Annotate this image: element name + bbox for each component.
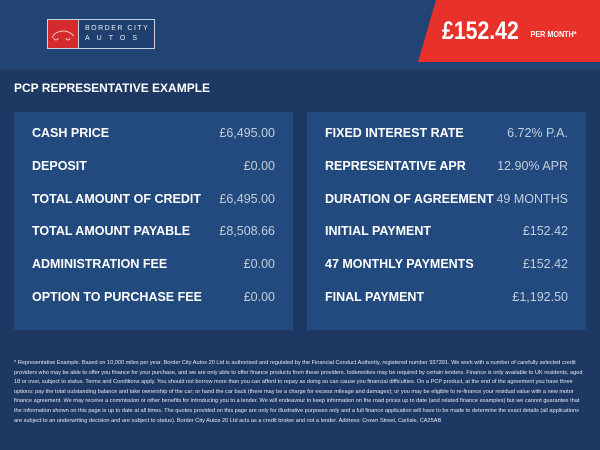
row-value: 6.72% P.A.: [507, 126, 568, 140]
row-value: 12.90% APR: [497, 158, 568, 173]
per-month-label: PER MONTH*: [530, 29, 577, 39]
row-value: £6,495.00: [219, 126, 275, 140]
row-value: £0.00: [243, 257, 275, 272]
row-label: CASH PRICE: [32, 126, 110, 140]
row-label: DURATION OF AGREEMENT: [325, 191, 494, 206]
section-title: PCP REPRESENTATIVE EXAMPLE: [14, 81, 211, 95]
footnote: * Representative Example. Based on 10,00…: [14, 360, 583, 424]
finance-row: REPRESENTATIVE APR 12.90% APR: [325, 159, 568, 192]
monthly-price-banner: £152.42 PER MONTH*: [418, 0, 600, 62]
logo-text-line2: AUTOS: [85, 35, 144, 42]
finance-row: DURATION OF AGREEMENT 49 MONTHS: [325, 192, 568, 225]
row-label: OPTION TO PURCHASE FEE: [32, 289, 202, 304]
finance-row: TOTAL AMOUNT PAYABLE £8,508.66: [32, 224, 275, 257]
row-value: £152.42: [522, 257, 568, 272]
finance-row: OPTION TO PURCHASE FEE £0.00: [32, 290, 275, 323]
finance-row: FINAL PAYMENT £1,192.50: [325, 290, 568, 323]
row-value: £0.00: [243, 289, 275, 304]
row-label: TOTAL AMOUNT OF CREDIT: [32, 191, 201, 206]
finance-row: FIXED INTEREST RATE 6.72% P.A.: [325, 126, 568, 159]
row-value: £152.42: [522, 224, 568, 239]
row-label: 47 MONTHLY PAYMENTS: [325, 257, 474, 272]
row-label: ADMINISTRATION FEE: [32, 257, 168, 272]
logo[interactable]: BORDER CITY AUTOS: [47, 19, 155, 49]
row-value: £1,192.50: [512, 289, 568, 304]
row-label: REPRESENTATIVE APR: [325, 158, 466, 173]
row-value: £0.00: [243, 158, 275, 173]
row-label: FINAL PAYMENT: [325, 289, 425, 304]
finance-row: ADMINISTRATION FEE £0.00: [32, 257, 275, 290]
logo-text-line1: BORDER CITY: [85, 25, 150, 32]
finance-row: CASH PRICE £6,495.00: [32, 126, 275, 159]
finance-row: 47 MONTHLY PAYMENTS £152.42: [325, 257, 568, 290]
row-label: TOTAL AMOUNT PAYABLE: [32, 224, 191, 239]
finance-row: DEPOSIT £0.00: [32, 159, 275, 192]
car-logo-icon: [48, 20, 78, 48]
row-value: £6,495.00: [219, 191, 275, 206]
row-label: DEPOSIT: [32, 158, 87, 173]
row-label: FIXED INTEREST RATE: [325, 126, 464, 140]
row-label: INITIAL PAYMENT: [325, 224, 432, 239]
finance-row: INITIAL PAYMENT £152.42: [325, 224, 568, 257]
finance-row: TOTAL AMOUNT OF CREDIT £6,495.00: [32, 192, 275, 225]
finance-panel-right: FIXED INTEREST RATE 6.72% P.A. REPRESENTA…: [307, 112, 586, 330]
monthly-price: £152.42: [442, 16, 519, 45]
row-value: £8,508.66: [219, 224, 275, 239]
row-value: 49 MONTHS: [496, 191, 568, 206]
finance-panel-left: CASH PRICE £6,495.00 DEPOSIT £0.00 TOTAL A…: [14, 112, 293, 330]
